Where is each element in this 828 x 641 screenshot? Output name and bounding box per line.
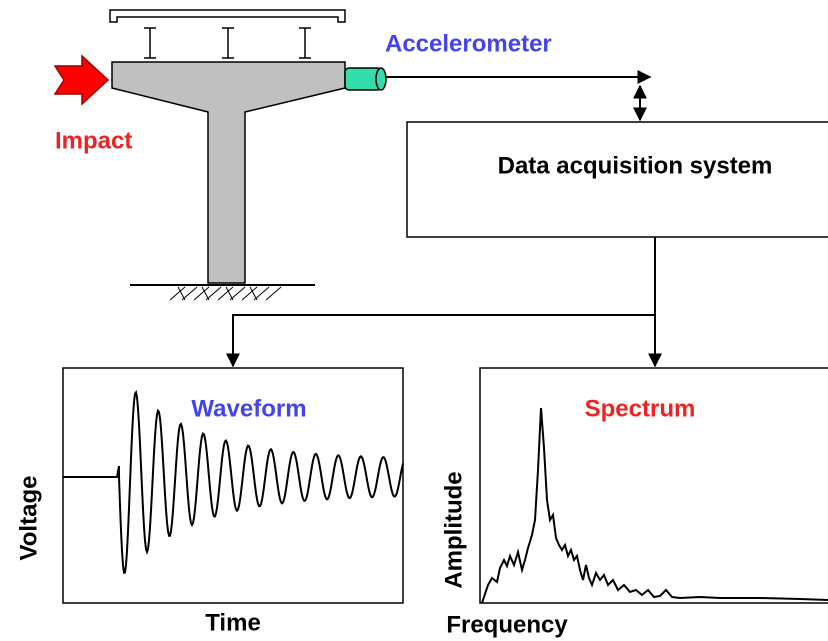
ground-hatch [169, 286, 282, 301]
voltage-label: Voltage [15, 476, 42, 561]
accelerometer-end [375, 67, 387, 91]
waveform-title: Waveform [191, 395, 306, 422]
frequency-label: Frequency [446, 611, 568, 638]
daq-box [406, 121, 828, 238]
waveform-curve [63, 389, 404, 574]
amplitude-label: Amplitude [440, 471, 467, 588]
spectrum-title: Spectrum [585, 395, 696, 422]
bridge-deck [109, 9, 346, 23]
connectors [226, 70, 662, 368]
daq-label: Data acquisition system [498, 152, 773, 179]
impact-arrow [53, 54, 110, 106]
time-label: Time [205, 609, 261, 636]
spectrum-curve [481, 407, 828, 604]
impact-label: Impact [55, 127, 132, 154]
pier [111, 61, 346, 284]
accelerometer-label: Accelerometer [385, 30, 552, 57]
bearings [144, 27, 311, 59]
